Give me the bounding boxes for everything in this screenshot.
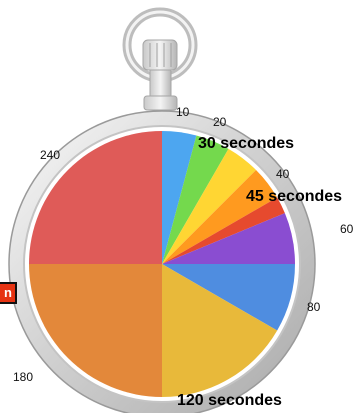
pie-slice-10-20	[162, 135, 229, 264]
tick-label-10: 10	[176, 105, 190, 119]
pie-slice-120-180	[29, 264, 162, 397]
pie-slice-40-45	[162, 197, 285, 264]
tick-label-20: 20	[213, 115, 227, 129]
stopwatch-crown-collar	[143, 95, 178, 111]
callout-45-seconds: 45 secondes	[246, 188, 342, 205]
tick-label-180: 180	[13, 370, 33, 384]
callout-120-seconds: 120 secondes	[177, 392, 282, 409]
tick-label-240: 240	[40, 148, 60, 162]
pie-slice-0-10	[162, 131, 197, 264]
pie-slices	[29, 131, 295, 397]
pie-slice-180-240	[29, 131, 162, 264]
tick-label-40: 40	[276, 167, 290, 181]
side-button[interactable]: n	[0, 282, 17, 304]
tick-label-60: 60	[340, 222, 354, 236]
pie-slice-30-40	[162, 169, 278, 264]
pie-slice-80-120	[162, 264, 278, 397]
stopwatch-crown-cap	[142, 39, 178, 71]
pie-slice-60-80	[162, 264, 295, 331]
pie-slice-45-60	[162, 213, 295, 264]
callout-30-seconds: 30 secondes	[198, 135, 294, 152]
tick-label-80: 80	[307, 300, 321, 314]
pie-slice-20-30	[162, 148, 257, 264]
